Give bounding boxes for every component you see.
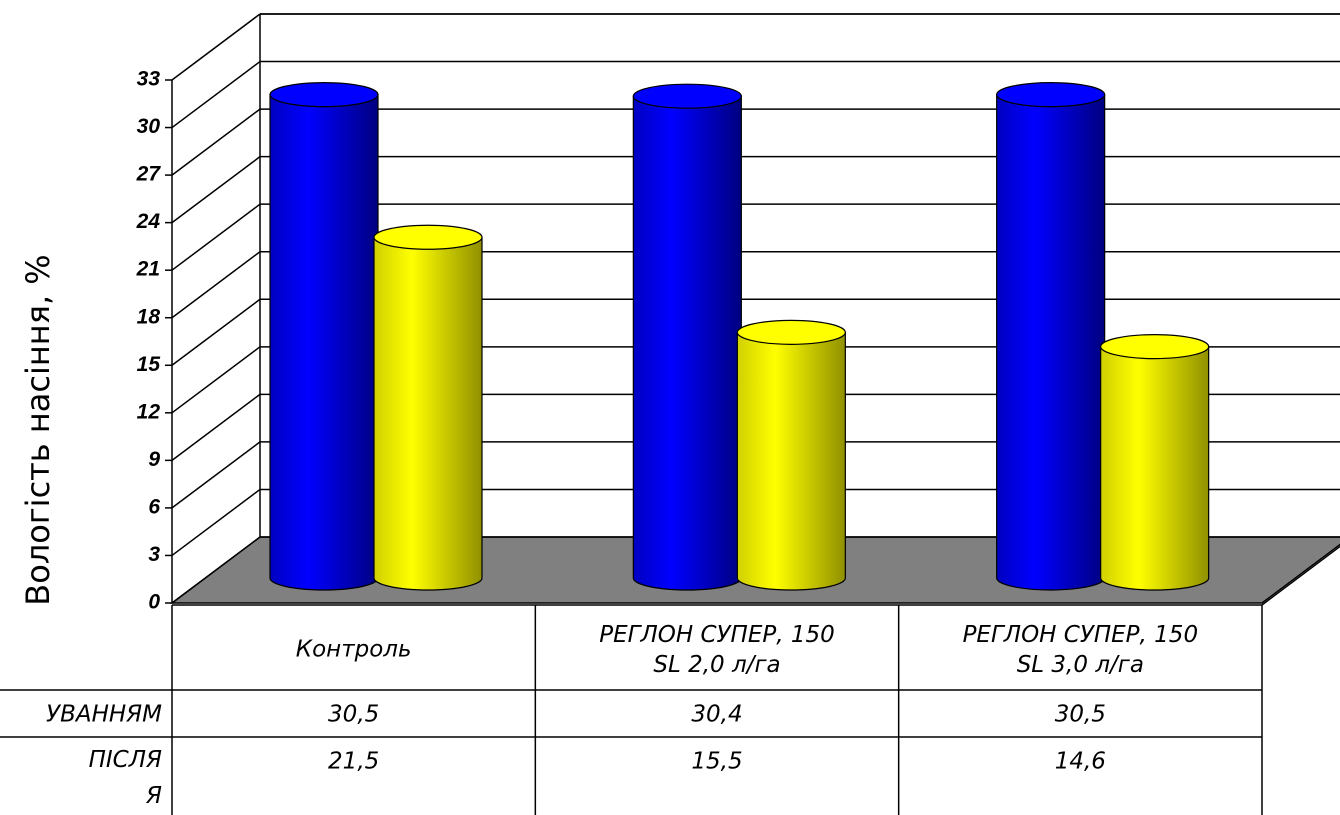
y-axis-label: Вологість насіння, % — [19, 254, 57, 605]
data-label: 30,4 — [691, 702, 742, 728]
bar — [373, 236, 483, 591]
grid-line — [171, 203, 261, 271]
bar-top — [269, 82, 379, 108]
grid-line — [171, 346, 261, 414]
grid-line — [171, 441, 261, 509]
cylinder — [736, 319, 846, 591]
cylinder — [996, 82, 1106, 591]
x-tick-label: РЕГЛОН СУПЕР, 150 SL 2,0 л/га — [599, 622, 835, 678]
bar — [996, 94, 1106, 591]
data-label: 21,5 — [328, 749, 379, 775]
grid-line — [171, 393, 261, 461]
bar — [269, 94, 379, 591]
legend-label: УВАННЯМ — [46, 702, 162, 728]
bar-top — [373, 224, 483, 250]
cylinder — [1100, 334, 1210, 591]
grid-line — [171, 536, 261, 604]
y-tick-label: 21 — [136, 258, 160, 281]
y-tick-label: 12 — [137, 400, 161, 423]
y-tick-label: 9 — [148, 448, 160, 471]
data-label: 15,5 — [691, 749, 742, 775]
bar-top — [1100, 334, 1210, 360]
cylinder — [632, 83, 742, 591]
bar — [1100, 346, 1210, 591]
grid-line — [171, 108, 261, 176]
bar — [632, 95, 742, 591]
y-tick-label: 18 — [137, 305, 161, 328]
bar-top — [996, 82, 1106, 108]
cylinder — [373, 224, 483, 591]
data-label: 30,5 — [328, 702, 379, 728]
x-tick-label: РЕГЛОН СУПЕР, 150 SL 3,0 л/га — [963, 622, 1199, 678]
grid-line — [171, 156, 261, 224]
bar-top — [632, 83, 742, 109]
grid-line — [171, 488, 261, 557]
y-tick-label: 27 — [136, 163, 162, 186]
y-tick-label: 15 — [137, 353, 161, 376]
data-label: 14,6 — [1055, 749, 1106, 775]
x-tick-label: Контроль — [296, 637, 412, 663]
y-tick-label: 3 — [148, 543, 160, 566]
grid-line — [171, 298, 261, 366]
table-line — [1261, 545, 1340, 606]
y-tick-label: 0 — [148, 591, 160, 614]
cylinder — [269, 82, 379, 591]
bar-top — [736, 319, 846, 345]
legend-label: ПІСЛЯ Я — [89, 747, 162, 809]
data-label: 30,5 — [1055, 702, 1106, 728]
y-tick-label: 24 — [136, 210, 161, 233]
grid-line — [171, 13, 261, 81]
y-tick-label: 33 — [137, 68, 161, 91]
grid-line — [171, 251, 261, 319]
grid-line — [171, 60, 261, 129]
bar — [736, 331, 846, 591]
y-tick-label: 30 — [137, 115, 161, 138]
y-tick-label: 6 — [148, 495, 160, 518]
